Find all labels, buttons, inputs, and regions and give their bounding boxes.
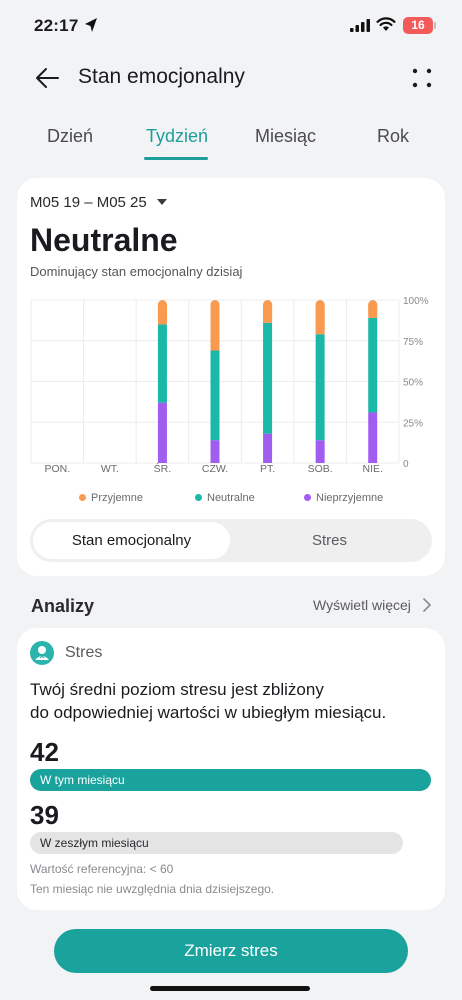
bar-segment: [157, 402, 167, 463]
chart-mode-switch: Stan emocjonalny Stres: [30, 519, 432, 562]
segment-stress[interactable]: Stres: [311, 532, 347, 549]
stress-message-line-1: Twój średni poziom stresu jest zbliżony: [30, 680, 324, 699]
last-month-bar: W zeszłym miesiącu: [30, 832, 403, 854]
bar-segment: [210, 440, 220, 463]
last-month-label: W zeszłym miesiącu: [40, 836, 149, 850]
battery-indicator: 16: [403, 17, 433, 34]
legend-item-pleasant: Przyjemne: [79, 492, 143, 504]
tab-active-underline: [144, 157, 208, 160]
status-time: 22:17: [34, 16, 79, 35]
see-more-link[interactable]: Wyświetl więcej: [313, 597, 411, 613]
this-month-label: W tym miesiącu: [40, 773, 125, 787]
month-note-text: Ten miesiąc nie uwzględnia dnia dzisiejs…: [30, 882, 275, 896]
stress-message: Twój średni poziom stresu jest zbliżony …: [30, 678, 430, 724]
arrow-left-icon[interactable]: [34, 66, 60, 90]
caret-down-icon[interactable]: [157, 199, 167, 206]
tab-month[interactable]: Miesiąc: [255, 126, 317, 146]
last-month-value: 39: [30, 800, 59, 830]
bar-segment: [263, 322, 273, 434]
y-tick-label: 25%: [403, 418, 423, 429]
stress-person-icon: [30, 641, 54, 665]
bar-segment-fill: [263, 305, 273, 323]
period-tabs: Dzień Tydzień Miesiąc Rok: [0, 120, 462, 164]
x-tick-label: SOB.: [308, 463, 333, 475]
cellular-signal-icon: [350, 19, 370, 32]
tab-day[interactable]: Dzień: [47, 126, 94, 146]
legend-label-unpleasant: Nieprzyjemne: [316, 492, 384, 504]
emotion-chart-card: M05 19 – M05 25 Neutralne Dominujący sta…: [17, 178, 445, 576]
bar-segment: [368, 317, 378, 413]
stress-analysis-card[interactable]: Stres Twój średni poziom stresu jest zbl…: [17, 628, 445, 910]
legend-label-pleasant: Przyjemne: [91, 492, 143, 504]
dominant-state: Neutralne: [30, 222, 178, 258]
legend-dot-unpleasant: [304, 493, 311, 501]
bar-segment: [315, 440, 325, 463]
x-tick-label: WT.: [101, 463, 119, 475]
bar-segment-fill: [315, 305, 325, 335]
bar-segment: [315, 334, 325, 441]
this-month-bar: W tym miesiącu: [30, 769, 431, 791]
measure-stress-button[interactable]: Zmierz stres: [54, 929, 408, 973]
legend-label-neutral: Neutralne: [207, 492, 255, 504]
bar-segment: [210, 350, 220, 441]
home-indicator[interactable]: [150, 986, 310, 991]
x-tick-label: ŚR.: [154, 462, 172, 475]
bar-segment: [368, 412, 378, 463]
dominant-caption: Dominujący stan emocjonalny dzisiaj: [30, 264, 243, 279]
y-tick-label: 100%: [403, 296, 429, 307]
bar-segment-fill: [368, 305, 378, 318]
bar-segment-fill: [210, 305, 220, 351]
legend-item-neutral: Neutralne: [195, 492, 255, 504]
status-bar: 22:17 16: [0, 0, 462, 54]
stress-message-line-2: do odpowiedniej wartości w ubiegłym mies…: [30, 703, 387, 722]
y-tick-label: 0: [403, 459, 409, 470]
page-title: Stan emocjonalny: [78, 65, 245, 88]
bar-segment: [157, 324, 167, 403]
legend-dot-neutral: [195, 493, 202, 501]
legend-dot-pleasant: [79, 493, 86, 501]
y-tick-label: 75%: [403, 337, 423, 348]
app-header: Stan emocjonalny: [0, 54, 462, 104]
x-tick-label: PT.: [260, 463, 275, 475]
bar-segment-fill: [157, 305, 167, 325]
tab-year[interactable]: Rok: [377, 126, 410, 146]
date-range-selector[interactable]: M05 19 – M05 25: [30, 194, 147, 211]
wifi-icon: [376, 17, 396, 31]
x-tick-label: PON.: [44, 463, 70, 475]
x-tick-label: CZW.: [202, 463, 228, 475]
x-tick-label: NIE.: [363, 463, 383, 475]
chevron-right-icon[interactable]: [423, 598, 431, 612]
legend-item-unpleasant: Nieprzyjemne: [304, 492, 383, 504]
tab-week[interactable]: Tydzień: [146, 126, 209, 146]
location-arrow-icon: [85, 18, 97, 32]
stress-card-title: Stres: [65, 644, 103, 661]
four-dots-icon[interactable]: [410, 66, 434, 90]
analysis-title: Analizy: [31, 596, 95, 616]
bar-segment: [263, 433, 273, 463]
battery-tip: [434, 22, 436, 29]
this-month-value: 42: [30, 737, 59, 767]
reference-value-text: Wartość referencyjna: < 60: [30, 862, 174, 876]
y-tick-label: 50%: [403, 378, 423, 389]
emotion-stacked-bar-chart: 100% 75% 50% 25% 0 PON. WT. ŚR. CZW. PT. SOB. NIE.: [30, 296, 429, 475]
segment-emotional-state[interactable]: Stan emocjonalny: [33, 522, 230, 559]
